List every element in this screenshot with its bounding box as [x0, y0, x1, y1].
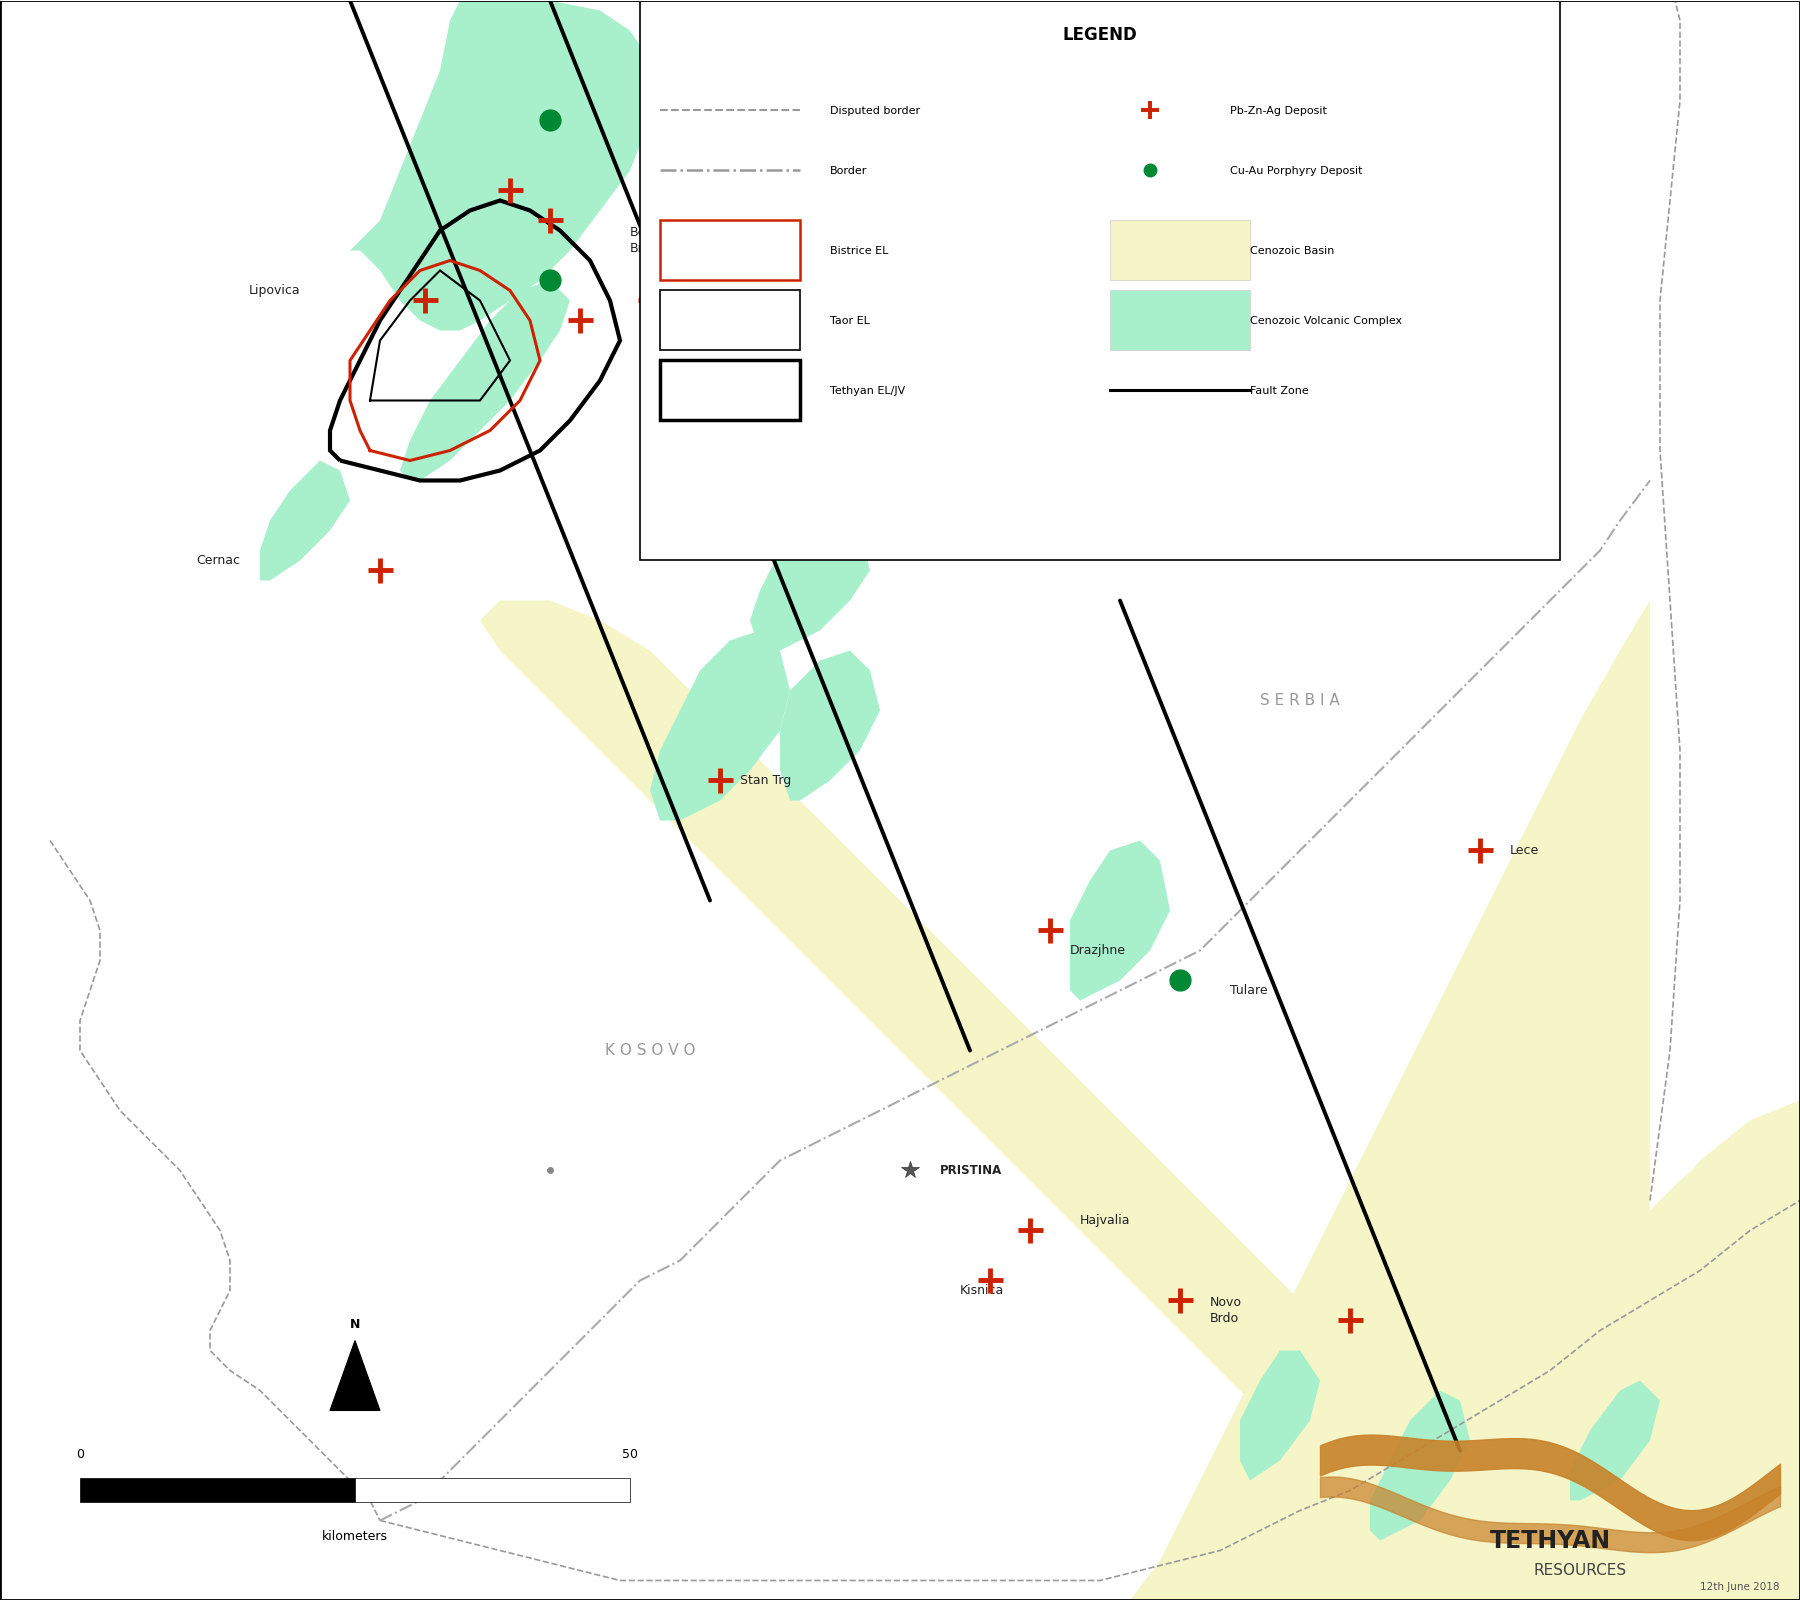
- Polygon shape: [349, 0, 650, 330]
- Text: 12th June 2018: 12th June 2018: [1701, 1582, 1780, 1593]
- Text: Cenozoic Basin: Cenozoic Basin: [1249, 245, 1334, 256]
- Text: N: N: [349, 1318, 360, 1330]
- Bar: [1111, 290, 1249, 351]
- Text: Fault Zone: Fault Zone: [1249, 386, 1309, 395]
- Text: Novo
Brdo: Novo Brdo: [1210, 1297, 1242, 1324]
- Text: Cenozoic Volcanic Complex: Cenozoic Volcanic Complex: [1249, 315, 1402, 325]
- Polygon shape: [751, 511, 869, 650]
- Polygon shape: [779, 650, 880, 800]
- Polygon shape: [1069, 841, 1170, 1001]
- Text: Disputed border: Disputed border: [830, 106, 920, 115]
- Text: Stan Trg: Stan Trg: [740, 773, 792, 788]
- Polygon shape: [650, 631, 790, 820]
- Text: Tethyan EL/JV: Tethyan EL/JV: [830, 386, 905, 395]
- Text: PRISTINA: PRISTINA: [940, 1164, 1003, 1177]
- Bar: [355, 1478, 630, 1502]
- Text: Belo
Brdo: Belo Brdo: [630, 226, 659, 255]
- Polygon shape: [1570, 1380, 1660, 1500]
- Bar: [661, 221, 799, 280]
- Polygon shape: [259, 461, 349, 581]
- Text: TETHYAN: TETHYAN: [1489, 1529, 1611, 1553]
- Bar: [1111, 221, 1249, 280]
- Text: S E R B I A: S E R B I A: [1260, 693, 1339, 708]
- Text: Hajvalia: Hajvalia: [1080, 1214, 1130, 1226]
- Polygon shape: [1130, 600, 1651, 1601]
- Polygon shape: [1550, 1100, 1800, 1420]
- Text: Border: Border: [830, 165, 868, 176]
- Text: RESOURCES: RESOURCES: [1534, 1563, 1627, 1579]
- Text: Kisnica: Kisnica: [959, 1284, 1004, 1297]
- Text: Tulare: Tulare: [1229, 985, 1267, 997]
- Text: Bistrice EL: Bistrice EL: [830, 245, 889, 256]
- Text: Taor EL: Taor EL: [830, 315, 869, 325]
- Text: Lipovica: Lipovica: [248, 283, 301, 298]
- Polygon shape: [481, 600, 1651, 1601]
- Text: LEGEND: LEGEND: [1062, 27, 1138, 45]
- Text: kilometers: kilometers: [322, 1531, 389, 1543]
- Polygon shape: [1400, 1201, 1651, 1601]
- Bar: [661, 360, 799, 421]
- Polygon shape: [1240, 1351, 1319, 1481]
- Text: Drazjhne: Drazjhne: [1069, 945, 1127, 957]
- Text: K O S O V O: K O S O V O: [605, 1042, 695, 1058]
- Polygon shape: [1530, 1100, 1800, 1601]
- Text: 0: 0: [76, 1447, 85, 1460]
- Text: Lece: Lece: [1510, 844, 1539, 857]
- Bar: [661, 290, 799, 351]
- Bar: [641, 0, 1561, 560]
- Polygon shape: [400, 280, 571, 480]
- Text: Cernac: Cernac: [196, 554, 239, 567]
- Bar: [79, 1478, 355, 1502]
- Polygon shape: [329, 1340, 380, 1410]
- Text: Cu-Au Porphyry Deposit: Cu-Au Porphyry Deposit: [1229, 165, 1363, 176]
- Polygon shape: [1370, 1391, 1471, 1540]
- Text: Pb-Zn-Ag Deposit: Pb-Zn-Ag Deposit: [1229, 106, 1327, 115]
- Text: 50: 50: [623, 1447, 637, 1460]
